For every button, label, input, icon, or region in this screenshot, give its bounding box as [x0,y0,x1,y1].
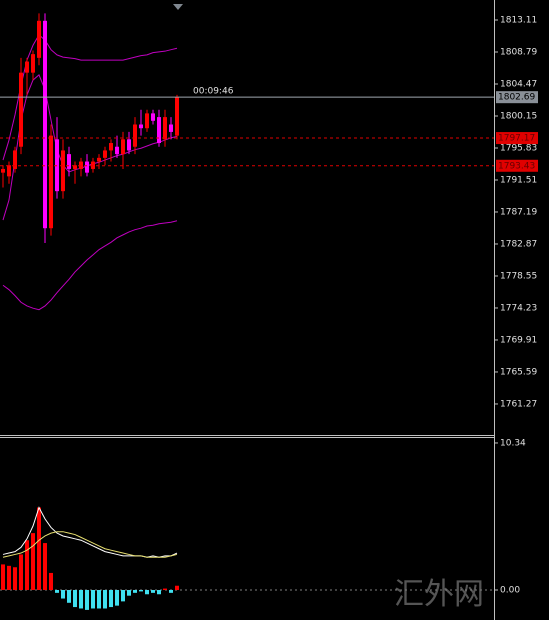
candle-body [109,143,113,151]
candle-body [73,165,77,169]
candle-body [79,161,83,169]
histogram-bar [1,564,5,590]
watermark: 汇外网 [394,577,484,612]
histogram-bar [25,540,29,590]
candle-body [103,150,107,158]
candle-body [85,161,89,173]
y-tick-label: 1761.27 [500,399,537,409]
histogram-bar [79,589,83,609]
candle-body [133,124,137,147]
candle-body [67,154,71,169]
histogram-bar [127,589,131,596]
candle-body [19,72,23,147]
candle-body [157,117,161,144]
histogram-bar [73,589,77,608]
histogram-bar [157,589,161,595]
signal-line [2,531,178,558]
candle-body [91,161,95,169]
y-tick-label: 1804.47 [500,79,537,89]
y-tick-label: 1765.59 [500,367,537,377]
candle-body [127,139,131,151]
candle-body [175,97,179,136]
candle-body [145,113,149,129]
histogram-bar [109,589,113,608]
histogram-bar [145,589,149,595]
candle-body [121,139,125,155]
histogram-bar [133,589,137,593]
histogram-bar [31,533,35,590]
candle-body [31,54,35,73]
histogram-bar [139,589,143,592]
histogram-bar [121,589,125,602]
candle-body [37,20,41,58]
band-middle [2,74,178,221]
histogram-bar [103,589,107,609]
candle-body [139,124,143,129]
price-line-box [496,132,538,145]
histogram-bar [67,589,71,603]
y-tick-label: 1769.91 [500,335,537,345]
y-tick-label: 1813.11 [500,15,537,25]
candle-body [61,150,65,192]
y-tick-label: 1778.55 [500,271,537,281]
y-tick-label: 1787.19 [500,207,537,217]
histogram-bar [97,589,101,609]
histogram-bar [49,572,53,590]
candle-body [97,157,101,162]
histogram-bar [55,589,59,593]
y-tick-label: 1800.15 [500,111,537,121]
timer: 00:09:46 [193,87,234,97]
candle-body [151,113,155,121]
shift-marker [173,4,183,10]
candle-body [169,124,173,132]
histogram-bar [19,554,23,590]
histogram-bar [115,589,119,606]
y-tick-label: 1782.87 [500,239,537,249]
candle-body [55,139,59,192]
y-tick-label: 10.34 [500,438,526,448]
current-price-box [496,91,538,104]
y-tick-label: 1791.51 [500,175,537,185]
y-tick-label: 0.00 [500,585,520,595]
candle-body [115,146,119,155]
histogram-bar [61,589,65,599]
y-tick-label: 1795.83 [500,143,537,153]
histogram-bar [151,589,155,593]
histogram-bar [163,588,167,590]
y-tick-label: 1774.23 [500,303,537,313]
histogram-bar [43,543,47,590]
y-tick-label: 1808.79 [500,47,537,57]
histogram-bar [7,565,11,590]
price-line-box [496,159,538,172]
candle-body [43,20,47,229]
current-price-label: 1802.69 [498,93,535,103]
band-lower [2,220,178,311]
candle-body [49,135,53,229]
price-line-label: 1793.43 [498,161,535,171]
candle-body [25,61,29,73]
histogram-bar [91,589,95,609]
histogram-bar [13,567,17,590]
price-line-label: 1797.17 [498,134,535,144]
histogram-bar [37,507,41,590]
histogram-bar [169,589,173,593]
candle-body [1,168,5,173]
candle-body [163,117,167,140]
candle-body [13,150,17,169]
candle-body [7,165,11,177]
histogram-bar [175,585,179,590]
band-upper [2,34,178,161]
histogram-bar [85,589,89,610]
